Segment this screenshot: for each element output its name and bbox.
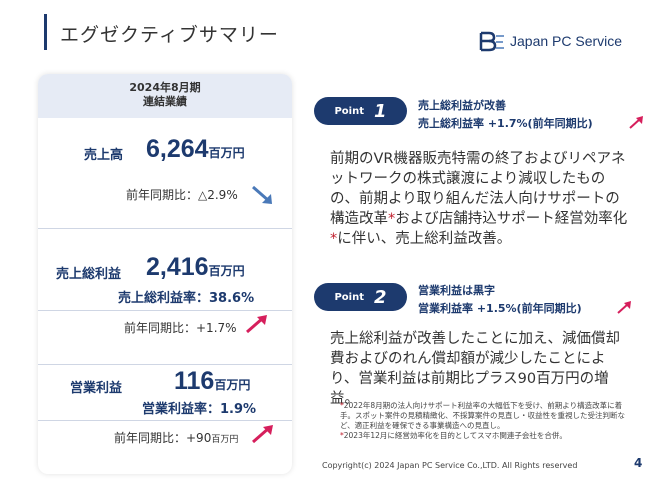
footnotes: *2022年8月期の法人向けサポート利益率の大幅低下を受け、前期より構造改革に着…	[340, 401, 630, 441]
gross-label: 売上総利益	[56, 267, 122, 282]
point-2-badge: Point 2	[314, 283, 407, 311]
sales-label: 売上高	[84, 148, 124, 163]
gross-margin: 売上総利益率：38.6%	[118, 291, 255, 306]
results-card: 2024年8月期 連結業績 売上高 6,264百万円 前年同期比：△2.9% 売…	[38, 74, 292, 474]
up-arrow-icon	[246, 315, 267, 334]
op-label: 営業利益	[70, 381, 123, 396]
point-1-body: 前期のVR機器販売特需の終了およびリペアネットワークの株式譲渡により減収したもの…	[330, 151, 628, 247]
sales-section: 売上高 6,264百万円	[38, 118, 292, 182]
footnote-2: *2023年12月に経営効率化を目的としてスマホ関連子会社を合併。	[340, 431, 567, 440]
consolidated-label: 連結業績	[143, 95, 187, 108]
up-arrow-icon	[252, 425, 273, 444]
op-yoy-row: 前年同期比：+90百万円	[38, 420, 292, 474]
gross-yoy-row: 前年同期比：+1.7%	[38, 310, 292, 364]
op-yoy: 前年同期比：+90百万円	[114, 431, 239, 445]
op-margin: 営業利益率：1.9%	[142, 402, 257, 417]
logo-text: Japan PC Service	[510, 33, 623, 49]
sales-yoy: 前年同期比：△2.9%	[126, 188, 238, 202]
point-1-badge: Point 1	[314, 97, 407, 125]
sales-value: 6,264百万円	[146, 135, 245, 163]
title-accent-bar	[44, 14, 47, 50]
point-2-heading: 営業利益は黒字 営業利益率 +1.5%(前年同期比)	[418, 284, 582, 315]
card-header: 2024年8月期 連結業績	[38, 74, 292, 118]
footnote-1: *2022年8月期の法人向けサポート利益率の大幅低下を受け、前期より構造改革に着…	[340, 401, 625, 430]
op-section: 営業利益 116百万円 営業利益率：1.9%	[38, 364, 292, 420]
fiscal-period: 2024年8月期	[129, 81, 201, 94]
up-arrow-icon	[617, 301, 631, 314]
op-value: 116百万円	[174, 367, 251, 395]
point-1-heading: 売上総利益が改善 売上総利益率 +1.7%(前年同期比)	[418, 99, 593, 130]
company-logo: Japan PC Service	[478, 30, 622, 52]
gross-section: 売上総利益 2,416百万円 売上総利益率：38.6%	[38, 228, 292, 310]
down-arrow-icon	[252, 185, 272, 204]
sales-yoy-row: 前年同期比：△2.9%	[38, 182, 292, 228]
gross-value: 2,416百万円	[146, 253, 245, 281]
copyright: Copyright(c) 2024 Japan PC Service Co.,L…	[322, 461, 578, 470]
point-2-body: 売上総利益が改善したことに加え、減価償却費およびのれん償却額が減少したことにより…	[330, 331, 620, 407]
logo-mark-icon	[479, 31, 504, 52]
gross-yoy: 前年同期比：+1.7%	[124, 321, 237, 335]
up-arrow-icon	[629, 116, 643, 129]
page-number: 4	[634, 456, 643, 470]
page-title: エグゼクティブサマリー	[60, 24, 279, 46]
